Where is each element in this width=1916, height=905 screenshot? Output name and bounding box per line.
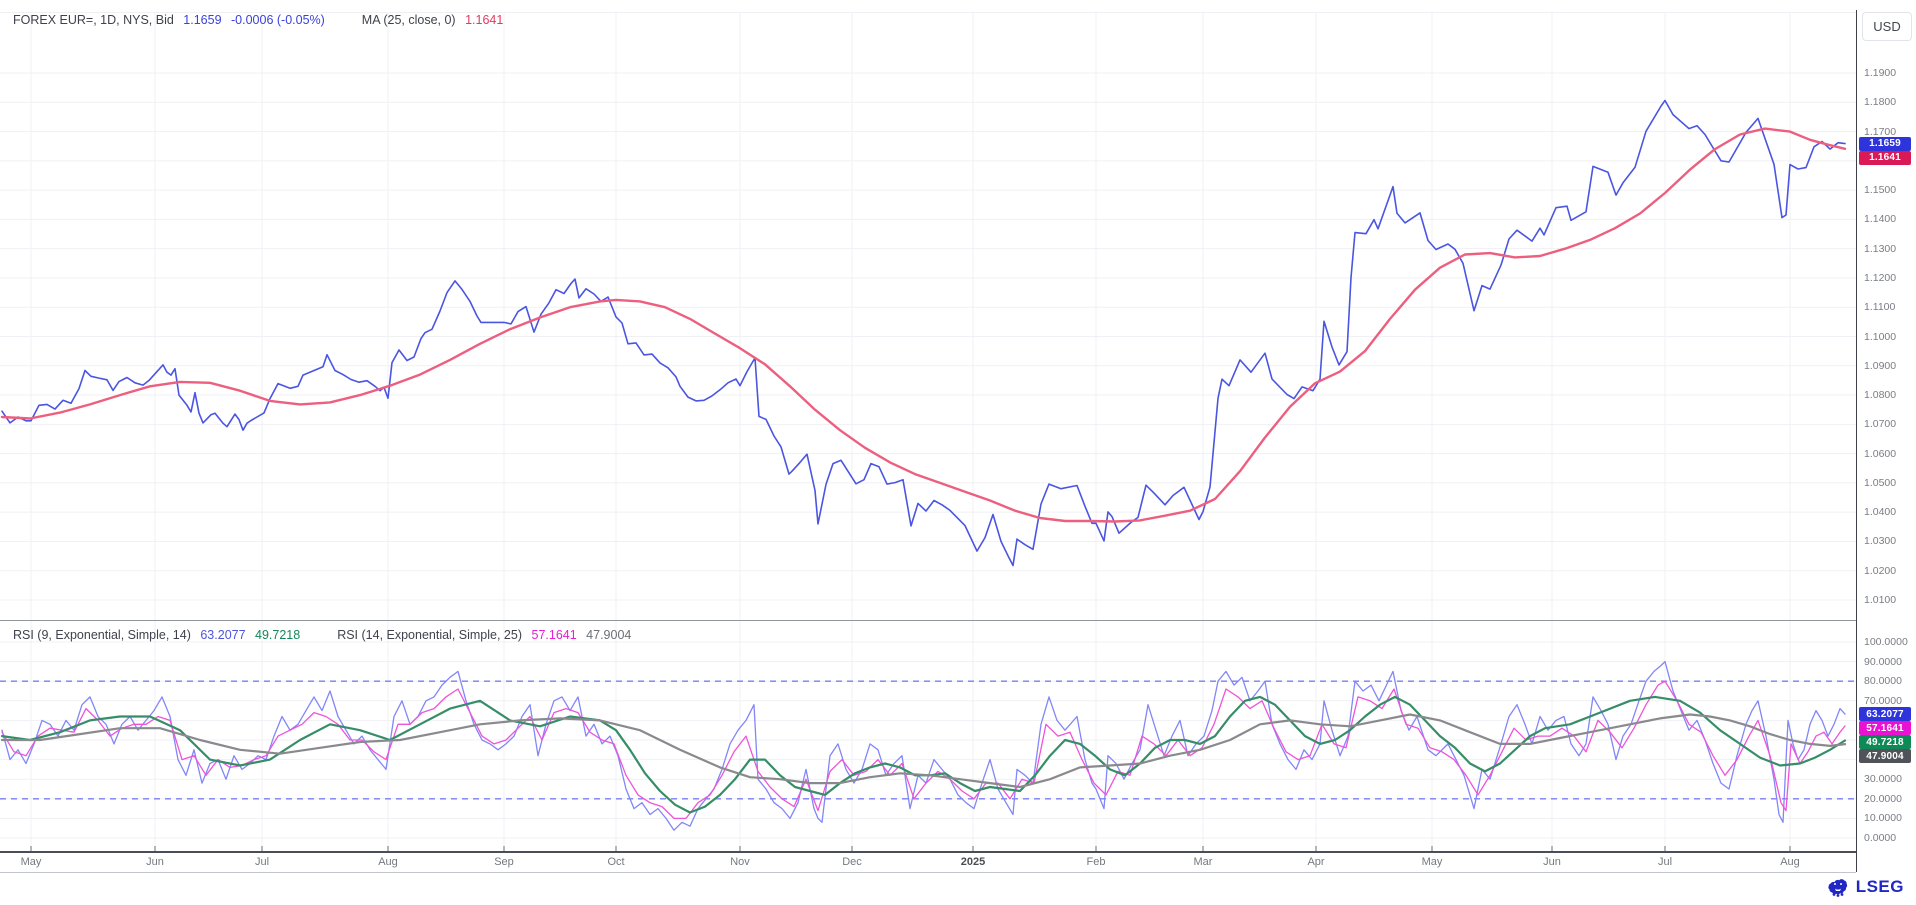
rsi9-value: 63.2077 [200,628,246,642]
price-tick-label: 1.0700 [1864,418,1897,431]
price-tick-label: 1.1800 [1864,96,1897,109]
time-axis-label-aug: Aug [1780,856,1800,868]
price-tick-label: 1.1300 [1864,242,1897,255]
time-axis-label-2025: 2025 [960,856,986,868]
pane-divider[interactable] [0,620,1916,621]
rsi14-indicator-label: RSI (14, Exponential, Simple, 25) [337,628,523,642]
rsi9-indicator-label: RSI (9, Exponential, Simple, 14) [13,628,191,642]
time-axis-label-oct: Oct [607,856,625,868]
rsi14-ma-value: 47.9004 [586,628,632,642]
rsi-tick-label: 100.0000 [1864,636,1908,648]
time-axis-label-jun: Jun [1543,856,1561,868]
price-tick-label: 1.0300 [1864,535,1897,548]
price-tick-label: 1.0800 [1864,389,1897,402]
time-axis-border [0,851,1916,853]
time-axis-label-jul: Jul [1657,856,1673,868]
price-badge-1.1659: 1.1659 [1859,136,1911,151]
price-badge-49.7218: 49.7218 [1859,735,1911,750]
price-tick-label: 1.0600 [1864,447,1897,460]
price-tick-label: 1.0200 [1864,564,1897,577]
time-axis-label-feb: Feb [1086,856,1106,868]
time-axis-label-apr: Apr [1307,856,1325,868]
rsi-tick-label: 20.0000 [1864,792,1902,805]
time-axis-label-jul: Jul [254,856,270,868]
price-tick-label: 1.1900 [1864,67,1897,79]
rsi-pane-legend[interactable]: RSI (9, Exponential, Simple, 14) 63.2077… [13,628,637,642]
price-tick-label: 1.0900 [1864,359,1897,372]
time-axis-label-may: May [20,856,42,868]
time-axis-label-may: May [1421,856,1443,868]
time-axis-label-sep: Sep [494,856,514,868]
price-tick-label: 1.1000 [1864,330,1897,343]
price-pane-legend[interactable]: FOREX EUR=, 1D, NYS, Bid 1.1659 -0.0006 … [13,13,509,27]
rsi-tick-label: 10.0000 [1864,812,1902,825]
price-tick-label: 1.1100 [1864,301,1896,314]
rsi-tick-label: 30.0000 [1864,773,1902,786]
rsi-tick-label: 70.0000 [1864,694,1902,707]
price-tick-label: 1.0400 [1864,506,1897,519]
price-axis[interactable]: USD 1.19001.18001.17001.16001.15001.1400… [1856,10,1916,872]
ma-value: 1.1641 [465,13,504,27]
bid-value: 1.1659 [183,13,222,27]
currency-selector-button[interactable]: USD [1862,12,1912,41]
series-simple-ma-25-of-rsi-14[interactable] [0,713,1847,789]
time-axis-bottom-border [0,872,1856,873]
lseg-logo-text: LSEG [1855,877,1904,896]
price-tick-label: 1.1500 [1864,184,1897,197]
time-axis-label-jun: Jun [146,856,164,868]
rsi-tick-label: 90.0000 [1864,655,1902,668]
time-axis-label-dec: Dec [842,856,862,868]
rsi-tick-label: 0.0000 [1864,832,1897,844]
price-badge-1.1641: 1.1641 [1859,150,1911,165]
symbol-title: FOREX EUR=, 1D, NYS, Bid [13,13,174,27]
lseg-logo: LSEG [1826,875,1904,899]
series-rsi-9-exponential-[interactable] [1,660,1846,831]
chart-plot-area[interactable] [0,0,1856,872]
price-tick-label: 1.0100 [1864,594,1897,606]
price-tick-label: 1.1700 [1864,125,1897,138]
chart-top-border [0,12,1856,13]
price-badge-57.1641: 57.1641 [1859,721,1911,736]
price-tick-label: 1.1400 [1864,213,1897,226]
lseg-crest-icon [1828,879,1847,897]
series-simple-ma-14-of-rsi-9[interactable] [0,695,1847,814]
time-axis-label-mar: Mar [1193,856,1213,868]
series-rsi-14-exponential-[interactable] [1,680,1846,820]
time-axis-label-aug: Aug [378,856,398,868]
series-ma-25-close-0-[interactable] [0,127,1847,523]
price-badge-47.9004: 47.9004 [1859,749,1911,764]
ma-indicator-label: MA (25, close, 0) [361,13,456,27]
price-tick-label: 1.0500 [1864,476,1897,489]
bid-change: -0.0006 (-0.05%) [231,13,325,27]
price-tick-label: 1.1200 [1864,271,1897,284]
rsi14-value: 57.1641 [531,628,577,642]
time-axis-label-nov: Nov [730,856,750,868]
series-eur-bid[interactable] [1,99,1846,567]
rsi9-ma-value: 49.7218 [255,628,301,642]
rsi-tick-label: 80.0000 [1864,675,1902,688]
price-badge-63.2077: 63.2077 [1859,707,1911,722]
